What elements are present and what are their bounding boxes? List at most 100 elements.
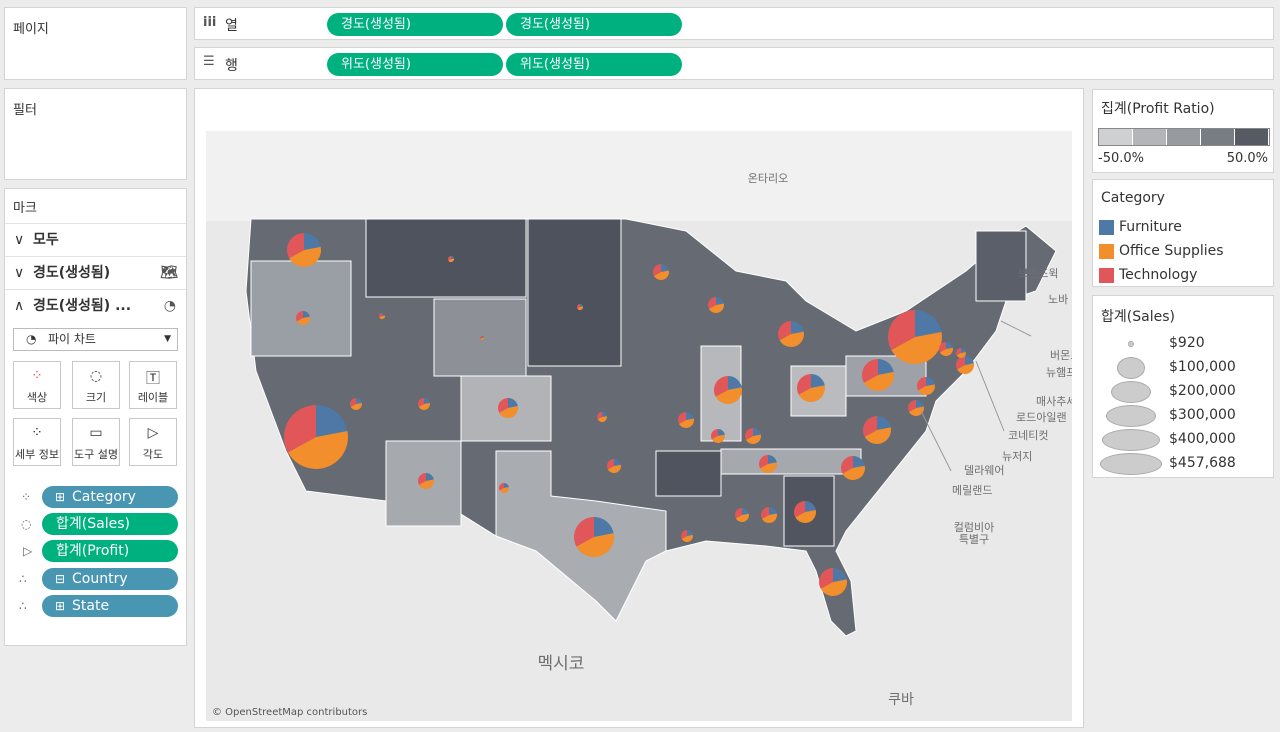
pie-slice[interactable] — [864, 427, 892, 445]
pie-slice[interactable] — [382, 313, 385, 316]
pie-slice[interactable] — [287, 431, 348, 470]
pie-slice[interactable] — [607, 459, 614, 470]
pie-slice[interactable] — [448, 256, 451, 261]
filters-shelf[interactable]: 필터 — [4, 88, 187, 180]
pie-slice[interactable] — [356, 398, 362, 404]
pie-slice[interactable] — [917, 377, 926, 391]
pie-slice[interactable] — [718, 429, 725, 436]
pie-slice[interactable] — [661, 264, 669, 272]
pie-slice[interactable] — [888, 310, 915, 351]
pie-slice[interactable] — [379, 315, 385, 320]
size-button[interactable]: ◌ 크기 — [72, 361, 120, 409]
pie-slice[interactable] — [681, 534, 693, 542]
pie-slice[interactable] — [708, 297, 716, 309]
pie-slice[interactable] — [316, 405, 348, 437]
pie-slice[interactable] — [795, 509, 816, 523]
pie-slice[interactable] — [761, 507, 769, 519]
columns-shelf[interactable]: iii 열 경도(생성됨) 경도(생성됨) — [194, 7, 1274, 40]
shelf-pill[interactable]: 경도(생성됨) — [327, 13, 503, 36]
pie-slice[interactable] — [418, 402, 430, 411]
pie-slice[interactable] — [908, 406, 924, 416]
pie-slice[interactable] — [811, 374, 825, 388]
pie-slice[interactable] — [918, 384, 935, 395]
pie-slice[interactable] — [479, 336, 482, 339]
pie-slice[interactable] — [711, 434, 726, 444]
pie-slice[interactable] — [686, 412, 694, 420]
pie-slice[interactable] — [956, 352, 966, 358]
pie-slice[interactable] — [653, 270, 670, 281]
pie-slice[interactable] — [504, 483, 509, 488]
pie-slice[interactable] — [678, 418, 694, 429]
pie-slice[interactable] — [577, 304, 580, 309]
pie-slice[interactable] — [424, 398, 430, 404]
pie-slice[interactable] — [498, 483, 504, 491]
pie-slice[interactable] — [742, 508, 749, 515]
map[interactable]: 온타리오 멕시코 쿠바 버몬트 뉴햄프셔 매사추세 로드아일랜 코네티컷 뉴저지… — [206, 131, 1072, 721]
pie-slice[interactable] — [417, 398, 424, 407]
pie-slice[interactable] — [715, 387, 742, 404]
pie-slice[interactable] — [796, 374, 811, 395]
pie-slice[interactable] — [862, 359, 878, 383]
pie-slice[interactable] — [499, 487, 510, 494]
pie-slice[interactable] — [735, 513, 750, 523]
field-pill[interactable]: ⊞ State — [42, 595, 178, 617]
pie-slice[interactable] — [716, 297, 724, 305]
pie-slice[interactable] — [926, 377, 935, 386]
field-pill[interactable]: ⊞ Category — [42, 486, 178, 508]
pie-slice[interactable] — [448, 258, 454, 262]
label-button[interactable]: 🅃 레이블 — [129, 361, 177, 409]
pie-slice[interactable] — [791, 321, 804, 334]
marks-layer[interactable]: ∧ 경도(생성됨) ... ◔ — [5, 289, 186, 321]
pie-slice[interactable] — [805, 501, 816, 512]
pie-slice[interactable] — [853, 456, 865, 468]
shelf-pill[interactable]: 경도(생성됨) — [506, 13, 682, 36]
pie-slice[interactable] — [820, 579, 847, 596]
shelf-pill[interactable]: 위도(생성됨) — [327, 53, 503, 76]
pie-slice[interactable] — [576, 533, 614, 557]
pie-slice[interactable] — [574, 517, 594, 547]
pie-slice[interactable] — [841, 456, 853, 474]
pie-slice[interactable] — [779, 331, 804, 347]
pie-slice[interactable] — [760, 462, 777, 474]
pie-slice[interactable] — [687, 530, 693, 536]
pie-slice[interactable] — [768, 455, 777, 464]
pie-slice[interactable] — [965, 356, 974, 365]
pie-slice[interactable] — [819, 568, 833, 589]
pie-slice[interactable] — [798, 385, 825, 403]
mark-type-dropdown[interactable]: ◔ 파이 차트 ▼ — [13, 328, 178, 351]
color-button[interactable]: ⁘ 색상 — [13, 361, 61, 409]
pie-slice[interactable] — [480, 337, 484, 340]
pie-slice[interactable] — [833, 568, 847, 582]
pie-slice[interactable] — [745, 428, 753, 440]
pie-slice[interactable] — [350, 398, 356, 407]
tooltip-button[interactable]: ▭ 도구 설명 — [72, 418, 120, 466]
pie-slice[interactable] — [418, 479, 434, 489]
field-pill[interactable]: ⊟ Country — [42, 568, 178, 590]
pie-slice[interactable] — [961, 348, 966, 353]
pie-slice[interactable] — [508, 398, 518, 408]
pie-slice[interactable] — [728, 376, 742, 390]
pie-slice[interactable] — [714, 376, 728, 397]
pie-slice[interactable] — [602, 412, 607, 417]
pie-slice[interactable] — [498, 398, 508, 413]
pie-slice[interactable] — [284, 405, 316, 453]
pie-slice[interactable] — [594, 517, 614, 537]
detail-button[interactable]: ⁘ 세부 정보 — [13, 418, 61, 466]
pie-slice[interactable] — [955, 356, 965, 370]
pie-slice[interactable] — [745, 434, 761, 444]
field-pill[interactable]: 합계(Sales) — [42, 513, 178, 535]
pie-slice[interactable] — [580, 304, 583, 307]
pie-slice[interactable] — [418, 473, 426, 485]
pie-slice[interactable] — [939, 342, 946, 353]
pie-slice[interactable] — [614, 459, 621, 466]
field-pill[interactable]: 합계(Profit) — [42, 540, 178, 562]
pie-slice[interactable] — [915, 310, 942, 337]
pie-slice[interactable] — [350, 402, 362, 411]
pie-slice[interactable] — [753, 428, 761, 436]
shelf-pill[interactable]: 위도(생성됨) — [506, 53, 682, 76]
pie-slice[interactable] — [296, 311, 303, 322]
pie-slice[interactable] — [577, 306, 583, 310]
pie-slice[interactable] — [287, 233, 304, 259]
pie-slice[interactable] — [607, 464, 621, 474]
pie-slice[interactable] — [794, 501, 805, 518]
